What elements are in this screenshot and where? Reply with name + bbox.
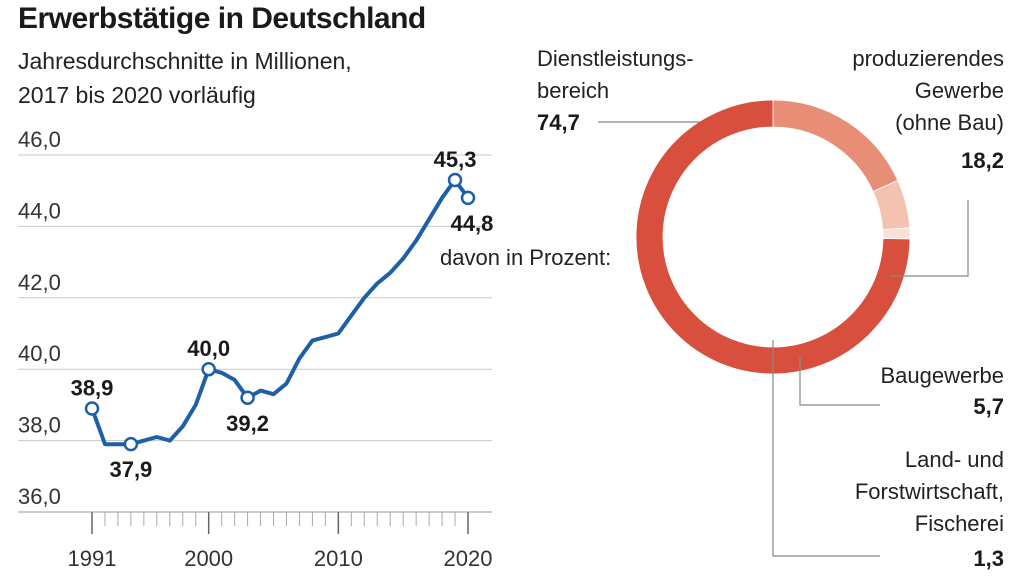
donut-value-dienstleistung: 74,7 [537,110,580,135]
line-series [84,172,476,452]
data-label: 37,9 [109,457,152,482]
data-point-marker [460,190,476,206]
donut-label-land: Land- und [905,447,1004,472]
data-labels: 38,9 37,9 40,0 39,2 45,3 44,8 [71,147,494,482]
x-tick-label: 2020 [444,546,493,571]
data-label: 44,8 [451,211,494,236]
donut-labels: davon in Prozent: Dienstleistungs-bereich… [440,46,1004,571]
donut-label-land: Forstwirtschaft, [855,479,1004,504]
donut-chart [635,99,911,375]
donut-slice-land [882,227,911,240]
y-tick-label: 40,0 [18,341,61,366]
donut-label-land: Fischerei [915,511,1004,536]
data-label: 39,2 [226,411,269,436]
donut-subtitle: davon in Prozent: [440,245,611,270]
donut-value-land: 1,3 [973,546,1004,571]
leader-line-bau [799,356,880,406]
data-label: 45,3 [434,147,477,172]
donut-value-produzierend: 18,2 [961,148,1004,173]
donut-label-produzierend: (ohne Bau) [895,110,1004,135]
x-axis: 1991 2000 2010 2020 [68,512,493,571]
donut-value-bau: 5,7 [973,394,1004,419]
x-tick-label: 2000 [184,546,233,571]
y-tick-label: 44,0 [18,198,61,223]
data-point-marker [84,401,100,416]
x-tick-label: 1991 [68,546,117,571]
donut-label-bau: Baugewerbe [880,363,1004,388]
y-tick-label: 38,0 [18,413,61,438]
y-tick-label: 46,0 [18,127,61,152]
leader-line-produzierend [890,200,969,277]
donut-label-dienstleistung: Dienstleistungs- [537,46,694,71]
subtitle-line-1: Jahresdurchschnitte in Millionen, [18,48,352,74]
data-label: 38,9 [71,375,114,400]
donut-slice-dienstleistung [635,99,911,375]
data-point-marker [201,361,216,377]
data-point-marker [240,390,255,406]
subtitle-line-2: 2017 bis 2020 vorläufig [18,82,256,108]
donut-slice-produzierend [772,99,899,193]
chart-title: Erwerbstätige in Deutschland [18,2,426,35]
leader-line-land [772,340,880,557]
series-line [90,178,470,447]
leader-lines [598,121,969,557]
donut-label-produzierend: Gewerbe [915,78,1004,103]
data-label: 40,0 [187,336,230,361]
y-tick-label: 42,0 [18,270,61,295]
grid-layer: 36,0 38,0 40,0 42,0 44,0 46,0 [18,127,492,513]
chart-subtitle: Jahresdurchschnitte in Millionen, 2017 b… [18,44,352,112]
donut-label-dienstleistung: bereich [537,78,609,103]
data-point-marker [123,436,139,452]
donut-label-produzierend: produzierendes [852,46,1004,71]
x-tick-label: 2010 [314,546,363,571]
y-tick-label: 36,0 [18,484,61,509]
data-point-marker [447,172,463,188]
